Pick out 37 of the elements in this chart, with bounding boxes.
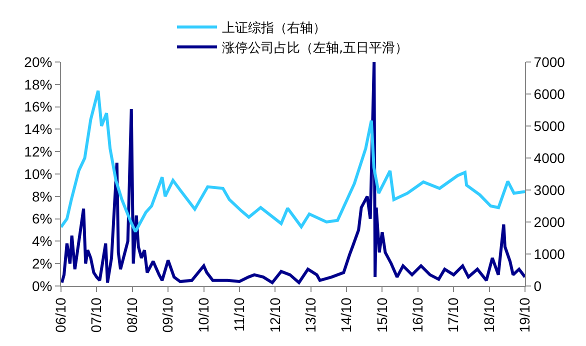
x-tick-label: 06/10 (52, 297, 69, 333)
x-tick-label: 18/10 (480, 297, 497, 333)
x-tick-label: 16/10 (410, 297, 426, 333)
y2-tick-label: 4000 (534, 150, 566, 166)
x-tick-label: 17/10 (445, 297, 462, 333)
y2-tick-label: 6000 (534, 86, 566, 102)
x-tick-label: 15/10 (374, 297, 390, 333)
x-tick-label: 07/10 (88, 297, 104, 333)
y-tick-label: 4% (32, 233, 52, 250)
line-series (61, 62, 525, 284)
x-tick-label: 12/10 (266, 297, 283, 333)
y-tick-label: 6% (32, 210, 52, 227)
legend-label: 上证综指（右轴） (222, 21, 326, 36)
y-tick-label: 14% (24, 121, 52, 138)
x-tick-label: 13/10 (302, 297, 318, 333)
x-tick-label: 09/10 (160, 297, 176, 333)
x-tick-label: 11/10 (231, 297, 247, 332)
y2-tick-label: 1000 (534, 246, 566, 262)
y-tick-label: 12% (24, 144, 52, 160)
x-tick-label: 10/10 (195, 297, 212, 333)
x-tick-label: 14/10 (338, 297, 354, 333)
y-tick-label: 10% (24, 166, 52, 182)
line-series (61, 89, 525, 234)
y2-tick-label: 2000 (534, 214, 566, 230)
y-tick-label: 8% (32, 188, 52, 204)
y2-tick-label: 5000 (534, 118, 566, 134)
y-tick-label: 2% (32, 256, 52, 272)
y-tick-label: 20% (24, 54, 52, 70)
legend-label: 涨停公司占比（左轴,五日平滑） (222, 40, 408, 56)
y-tick-label: 16% (24, 98, 52, 115)
y-tick-label: 18% (24, 76, 52, 92)
y2-tick-label: 3000 (534, 182, 566, 198)
y2-tick-label: 7000 (534, 54, 566, 70)
y-tick-label: 0% (32, 278, 52, 294)
y2-tick-label: 0 (534, 278, 542, 294)
x-tick-label: 19/10 (516, 297, 533, 333)
x-tick-label: 08/10 (124, 297, 140, 333)
